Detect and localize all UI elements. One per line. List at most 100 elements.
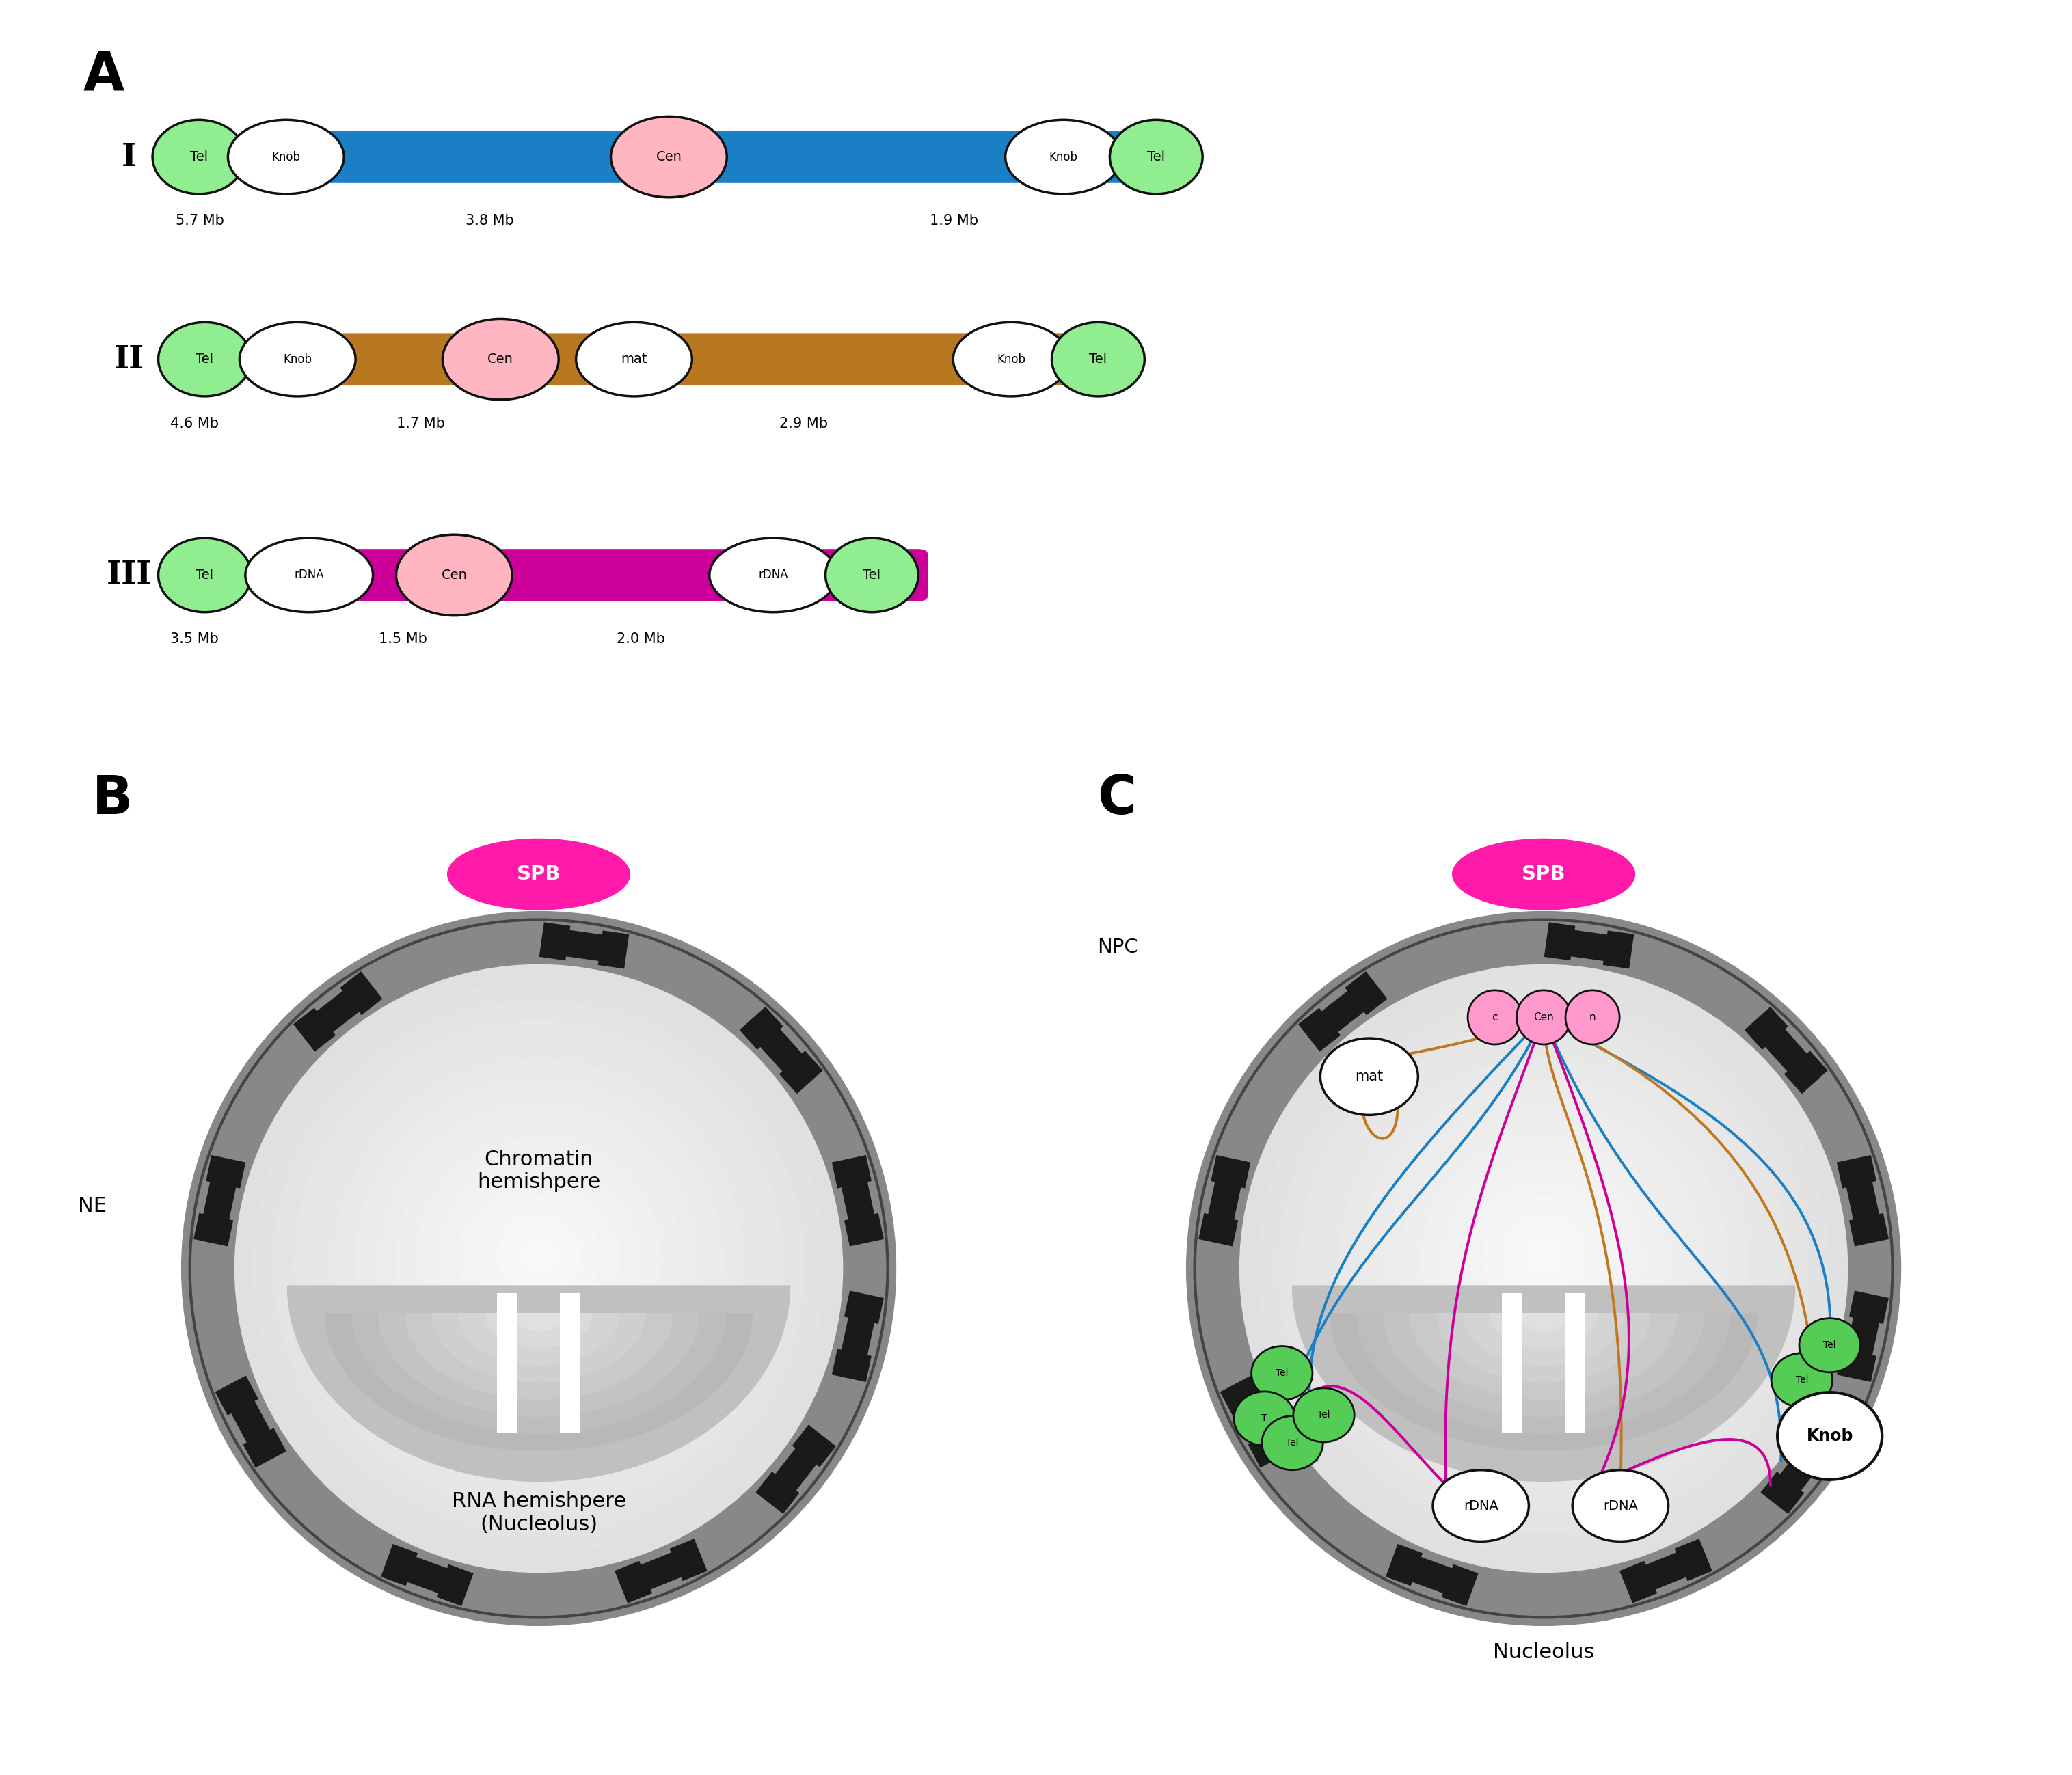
Text: T: T <box>1262 1413 1268 1424</box>
Circle shape <box>1442 1157 1645 1361</box>
Text: C: C <box>1096 774 1135 825</box>
Polygon shape <box>1357 1314 1730 1434</box>
Text: 3.5 Mb: 3.5 Mb <box>170 632 218 646</box>
Text: Cen: Cen <box>1533 1012 1554 1022</box>
Ellipse shape <box>1467 990 1521 1044</box>
Text: rDNA: rDNA <box>1604 1500 1637 1512</box>
Text: Knob: Knob <box>271 151 300 163</box>
Polygon shape <box>406 1314 671 1399</box>
Text: Knob: Knob <box>997 353 1026 366</box>
Text: mat: mat <box>622 353 646 366</box>
Ellipse shape <box>709 538 837 612</box>
Ellipse shape <box>1251 1345 1312 1400</box>
Text: rDNA: rDNA <box>758 570 787 580</box>
Circle shape <box>456 1177 622 1340</box>
Ellipse shape <box>1235 1392 1295 1445</box>
Circle shape <box>274 1001 804 1534</box>
FancyBboxPatch shape <box>307 550 928 600</box>
Text: Tel: Tel <box>1148 151 1164 163</box>
Circle shape <box>1237 962 1850 1576</box>
FancyBboxPatch shape <box>307 131 1171 183</box>
Circle shape <box>253 982 825 1555</box>
Text: Knob: Knob <box>284 353 313 366</box>
Text: III: III <box>106 559 151 591</box>
Polygon shape <box>1293 1285 1794 1482</box>
Text: rDNA: rDNA <box>294 570 323 580</box>
Text: Tel: Tel <box>1276 1369 1289 1377</box>
Text: Cen: Cen <box>657 151 682 163</box>
Text: Tel: Tel <box>1287 1438 1299 1448</box>
Text: 5.7 Mb: 5.7 Mb <box>176 215 224 227</box>
Circle shape <box>518 1235 559 1276</box>
Ellipse shape <box>576 321 692 396</box>
Ellipse shape <box>244 538 373 612</box>
Text: SPB: SPB <box>516 864 562 884</box>
Polygon shape <box>1384 1314 1703 1416</box>
Bar <box>1564 1292 1585 1432</box>
Text: 2.0 Mb: 2.0 Mb <box>617 632 665 646</box>
Circle shape <box>416 1138 661 1383</box>
Ellipse shape <box>1111 121 1202 193</box>
Text: c: c <box>1492 1012 1498 1022</box>
Text: Nucleolus: Nucleolus <box>1494 1642 1593 1661</box>
Text: n: n <box>1589 1012 1595 1022</box>
Ellipse shape <box>1262 1416 1322 1470</box>
Text: Cen: Cen <box>441 568 466 582</box>
Circle shape <box>1421 1138 1666 1383</box>
Ellipse shape <box>1517 990 1571 1044</box>
Text: 4.6 Mb: 4.6 Mb <box>170 417 218 430</box>
Circle shape <box>396 1118 682 1404</box>
Text: NPC: NPC <box>1096 937 1138 957</box>
Circle shape <box>477 1196 601 1319</box>
Bar <box>497 1292 518 1432</box>
Text: SPB: SPB <box>1521 864 1566 884</box>
Circle shape <box>1380 1099 1707 1425</box>
Text: Tel: Tel <box>1823 1340 1836 1351</box>
Ellipse shape <box>1434 1470 1529 1541</box>
Circle shape <box>1359 1079 1728 1447</box>
Ellipse shape <box>1573 1470 1668 1541</box>
Polygon shape <box>512 1314 566 1331</box>
Text: mat: mat <box>1355 1070 1384 1083</box>
Ellipse shape <box>1293 1388 1355 1441</box>
Ellipse shape <box>1778 1392 1881 1480</box>
Bar <box>559 1292 580 1432</box>
Text: II: II <box>114 344 145 375</box>
Ellipse shape <box>1005 121 1121 193</box>
FancyBboxPatch shape <box>307 334 1113 385</box>
Text: I: I <box>122 142 137 172</box>
Text: Knob: Knob <box>1807 1427 1852 1445</box>
Text: A: A <box>83 50 124 101</box>
Circle shape <box>292 1021 785 1511</box>
Ellipse shape <box>448 840 630 909</box>
Circle shape <box>1278 1001 1809 1534</box>
Ellipse shape <box>1566 990 1620 1044</box>
Ellipse shape <box>443 320 559 399</box>
Circle shape <box>1523 1235 1564 1276</box>
Ellipse shape <box>153 121 244 193</box>
Text: 3.8 Mb: 3.8 Mb <box>466 215 514 227</box>
Circle shape <box>437 1157 640 1361</box>
Polygon shape <box>431 1314 646 1383</box>
Text: 1.9 Mb: 1.9 Mb <box>930 215 978 227</box>
Polygon shape <box>325 1314 752 1450</box>
Circle shape <box>334 1060 744 1468</box>
Text: Tel: Tel <box>1090 353 1106 366</box>
Polygon shape <box>352 1314 725 1434</box>
Text: rDNA: rDNA <box>1463 1500 1498 1512</box>
Text: Tel: Tel <box>195 568 213 582</box>
Circle shape <box>1461 1177 1627 1340</box>
Ellipse shape <box>1452 840 1635 909</box>
Circle shape <box>1481 1196 1606 1319</box>
Ellipse shape <box>611 117 727 197</box>
Circle shape <box>497 1216 580 1298</box>
Circle shape <box>1196 919 1892 1617</box>
Circle shape <box>1401 1118 1687 1404</box>
Text: 2.9 Mb: 2.9 Mb <box>779 417 827 430</box>
Ellipse shape <box>953 321 1069 396</box>
Text: Tel: Tel <box>1318 1411 1330 1420</box>
Circle shape <box>313 1040 765 1489</box>
Text: RNA hemishpere
(Nucleolus): RNA hemishpere (Nucleolus) <box>452 1491 626 1534</box>
Text: Chromatin
hemishpere: Chromatin hemishpere <box>477 1150 601 1193</box>
Text: Tel: Tel <box>1796 1376 1809 1384</box>
